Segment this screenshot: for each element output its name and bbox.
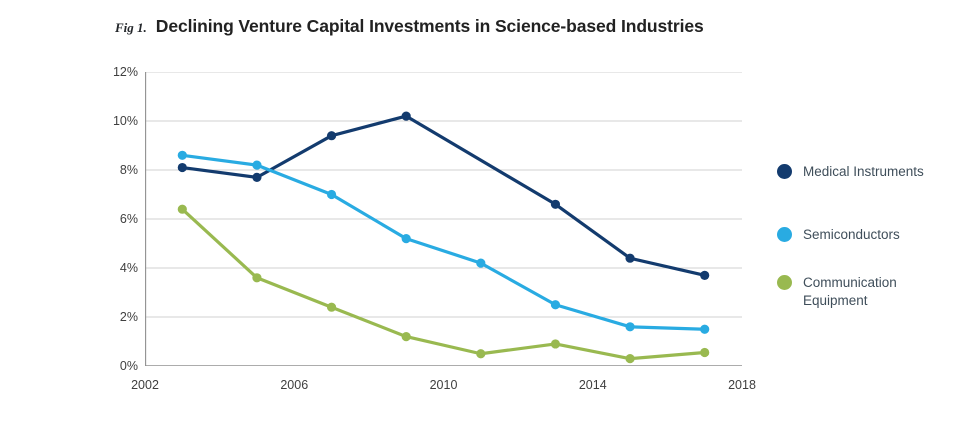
data-point-medical-instruments [401, 111, 411, 121]
legend-item: Communication Equipment [777, 274, 933, 310]
figure-number: Fig 1. [115, 20, 147, 35]
data-point-medical-instruments [550, 199, 561, 209]
data-point-communication-equipment [700, 347, 710, 358]
data-point-communication-equipment [177, 204, 187, 214]
data-point-medical-instruments [625, 253, 635, 263]
y-tick-label: 2% [119, 310, 138, 324]
figure-header: Fig 1. Declining Venture Capital Investme… [115, 16, 704, 37]
legend-item: Semiconductors [777, 226, 933, 244]
x-tick-label: 2014 [578, 378, 607, 392]
legend-dot-icon [777, 227, 792, 242]
x-tick-label: 2018 [728, 378, 756, 392]
x-tick-label: 2006 [280, 378, 309, 392]
data-point-communication-equipment [476, 349, 486, 359]
data-point-communication-equipment [326, 302, 337, 312]
series-line-communication-equipment [180, 207, 707, 361]
line-chart [145, 72, 742, 366]
legend-dot-icon [777, 275, 792, 290]
legend-label: Medical Instruments [803, 164, 924, 179]
y-tick-label: 0% [119, 359, 138, 373]
data-point-communication-equipment [401, 332, 411, 342]
data-point-semiconductors [252, 160, 262, 170]
legend-item: Medical Instruments [777, 163, 933, 181]
data-point-medical-instruments [326, 131, 337, 141]
data-point-communication-equipment [252, 273, 262, 283]
data-point-semiconductors [326, 189, 337, 200]
data-point-communication-equipment [625, 354, 635, 364]
y-tick-label: 8% [119, 163, 138, 177]
legend-label: Communication Equipment [803, 275, 897, 308]
data-point-semiconductors [476, 258, 486, 268]
data-point-semiconductors [550, 300, 561, 310]
data-point-semiconductors [401, 234, 411, 244]
y-tick-label: 12% [112, 65, 138, 79]
data-point-medical-instruments [177, 162, 187, 173]
series-line-semiconductors [180, 153, 707, 331]
data-point-semiconductors [700, 324, 710, 334]
x-tick-label: 2010 [429, 378, 458, 392]
y-tick-label: 10% [112, 114, 138, 128]
data-point-medical-instruments [700, 270, 710, 280]
legend-dot-icon [777, 164, 792, 179]
x-tick-label: 2002 [131, 378, 159, 392]
data-point-communication-equipment [550, 339, 561, 349]
legend-label: Semiconductors [803, 227, 900, 242]
y-tick-label: 4% [119, 261, 138, 275]
data-point-semiconductors [177, 150, 187, 160]
data-point-medical-instruments [252, 172, 262, 182]
y-tick-label: 6% [119, 212, 138, 226]
data-point-semiconductors [625, 322, 635, 332]
page-title: Declining Venture Capital Investments in… [155, 16, 704, 36]
